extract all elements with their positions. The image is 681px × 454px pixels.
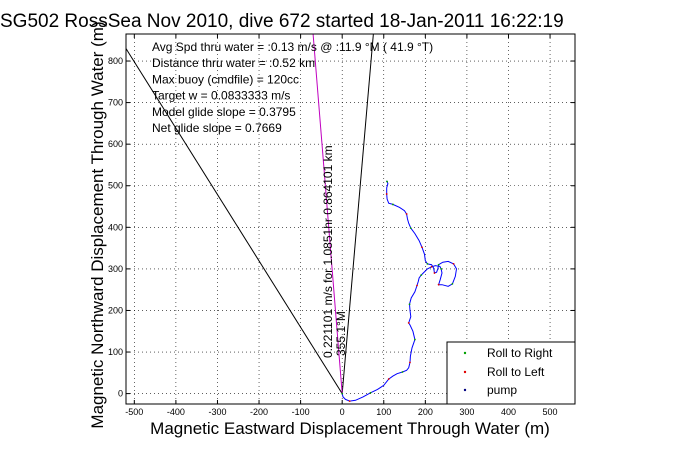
x-tick-label: 400 [501, 407, 516, 417]
track-point [407, 322, 410, 324]
legend-label-pump: pump [487, 383, 517, 397]
y-tick-label: 0 [118, 389, 123, 399]
track-point [409, 227, 412, 230]
heading-line-right [341, 33, 374, 394]
track-point [452, 262, 455, 265]
legend-box [446, 341, 576, 405]
legend-marker-right [463, 351, 467, 355]
track-point [437, 263, 440, 266]
y-tick-label: 800 [108, 56, 123, 66]
annotation-line: Target w = 0.0833333 m/s [152, 89, 290, 103]
legend-marker-left [463, 370, 467, 374]
annotation-line: Distance thru water = :0.52 km [152, 56, 315, 70]
x-tick-label: -400 [167, 407, 185, 417]
x-tick-label: -300 [208, 407, 226, 417]
track-point [433, 272, 436, 274]
track-point [387, 378, 390, 380]
x-tick-label: 500 [543, 407, 558, 417]
track-point [430, 265, 433, 268]
legend-marker-pump [463, 388, 467, 392]
track-point [414, 338, 416, 341]
legend: Roll to Right Roll to Left pump [446, 341, 576, 405]
track-point [426, 262, 429, 265]
y-axis-label: Magnetic Northward Displacement Through … [88, 21, 107, 428]
y-tick-label: 100 [108, 347, 123, 357]
y-tick-label: 400 [108, 222, 123, 232]
x-tick-label: 200 [418, 407, 433, 417]
y-tick-label: 500 [108, 181, 123, 191]
heading-speed-label: 0.221101 m/s for 1.0851hr 0.864101 km [321, 145, 335, 358]
track-point [408, 303, 411, 306]
track-point [405, 213, 408, 215]
x-tick-label: -200 [250, 407, 268, 417]
track-point [385, 193, 388, 195]
annotation-line: Net glide slope = 0.7669 [152, 121, 282, 135]
x-tick-label: 100 [376, 407, 391, 417]
chart-title: SG502 RossSea Nov 2010, dive 672 started… [0, 11, 564, 32]
legend-label-left: Roll to Left [487, 365, 545, 379]
x-tick-label: 300 [459, 407, 474, 417]
y-tick-label: 700 [108, 98, 123, 108]
track-point [416, 284, 418, 287]
annotation-line: Model glide slope = 0.3795 [152, 105, 296, 119]
heading-line-magenta [312, 33, 343, 394]
annotation-line: Avg Spd thru water = :0.13 m/s @ :11.9 °… [152, 40, 433, 54]
track-point [392, 203, 394, 206]
y-tick-label: 300 [108, 264, 123, 274]
plot-frame [125, 33, 576, 405]
legend-label-right: Roll to Right [487, 346, 553, 360]
y-tick-label: 200 [108, 305, 123, 315]
annotation-line: Max buoy (cmdfile) = 120cc [152, 72, 299, 86]
track-point [401, 371, 404, 373]
heading-line-left [125, 48, 343, 394]
heading-direction-label: 355.1°M [334, 311, 348, 356]
x-axis-label: Magnetic Eastward Displacement Through W… [150, 419, 550, 438]
track-point [451, 282, 454, 285]
y-tick-label: 600 [108, 139, 123, 149]
track-point [348, 400, 351, 402]
track-point [421, 246, 423, 249]
track-point [409, 361, 411, 364]
track-point [437, 283, 440, 286]
track-point [386, 180, 388, 183]
track-point [341, 392, 344, 395]
x-tick-label: -500 [125, 407, 143, 417]
track-point [420, 274, 423, 277]
track-point [369, 391, 372, 394]
x-tick-label: 0 [340, 407, 345, 417]
track-point [440, 267, 443, 270]
x-tick-label: -100 [292, 407, 310, 417]
